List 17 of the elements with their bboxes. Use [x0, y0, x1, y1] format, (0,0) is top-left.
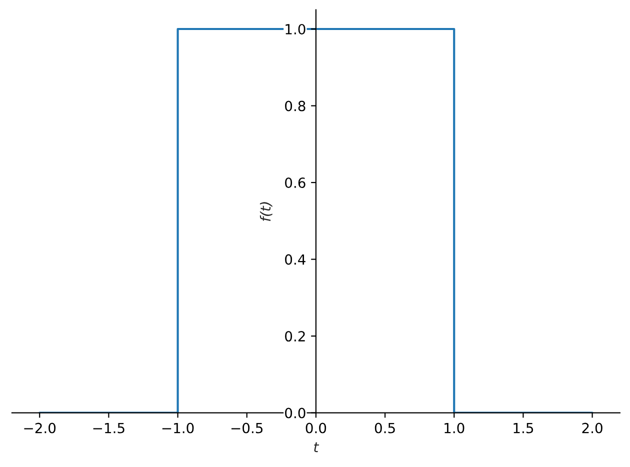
x-tick-label: −1.5	[93, 422, 124, 434]
x-tick-label: 2.0	[582, 422, 602, 434]
x-tick-label: 1.5	[514, 422, 534, 434]
y-tick-label: 0.4	[285, 254, 306, 265]
y-tick-label: 1.0	[286, 24, 306, 34]
x-tick-label: 0.5	[374, 422, 395, 434]
y-tick-label: 0.6	[285, 178, 306, 188]
y-axis-title: f(t)	[260, 202, 272, 221]
y-tick-label: 0.8	[285, 100, 306, 112]
y-tick-label: 0.2	[285, 331, 305, 342]
x-tick-label: 1.0	[444, 422, 464, 434]
x-tick-label: −2.0	[24, 422, 56, 434]
x-tick-label: −0.5	[231, 422, 263, 434]
x-axis-title: t	[314, 442, 320, 452]
y-tick-label: 0.0	[285, 408, 306, 418]
x-tick-label: −1.0	[162, 422, 194, 434]
x-tick-label: 0.0	[306, 422, 326, 434]
